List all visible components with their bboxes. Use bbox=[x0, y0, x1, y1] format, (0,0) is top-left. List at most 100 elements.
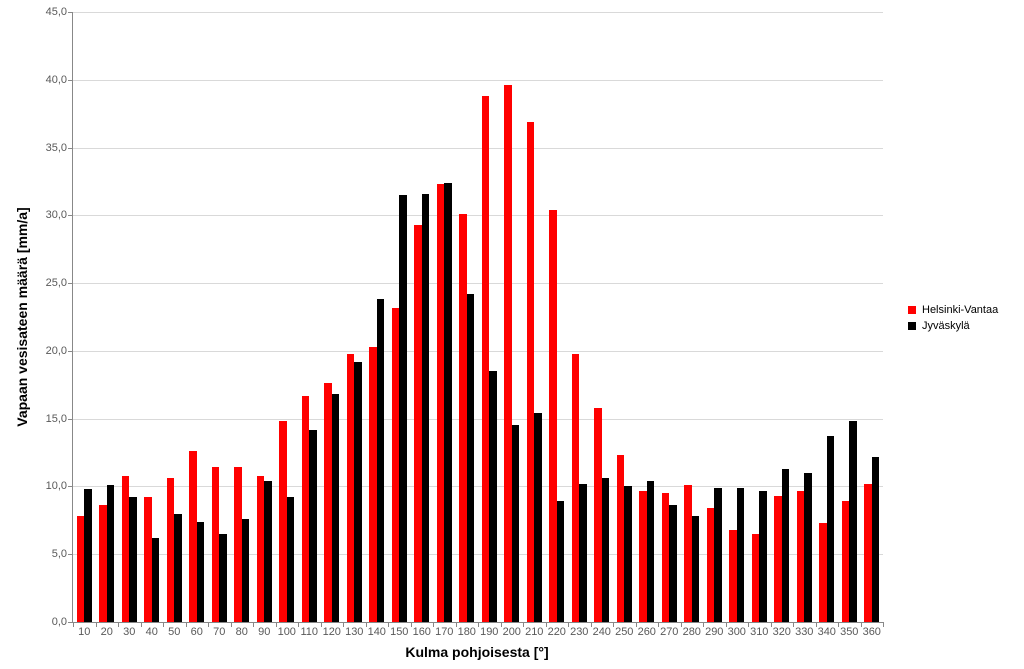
bar bbox=[279, 421, 287, 622]
x-tick-label: 50 bbox=[168, 622, 180, 638]
bar bbox=[797, 491, 805, 622]
x-tick-mark bbox=[568, 622, 569, 627]
x-tick-label: 340 bbox=[818, 622, 836, 638]
x-tick-mark bbox=[478, 622, 479, 627]
bar bbox=[77, 516, 85, 622]
x-tick-label: 150 bbox=[390, 622, 408, 638]
x-tick-label: 350 bbox=[840, 622, 858, 638]
bar bbox=[234, 467, 242, 622]
x-tick-mark bbox=[793, 622, 794, 627]
bar bbox=[527, 122, 535, 622]
x-tick-mark bbox=[726, 622, 727, 627]
x-tick-label: 310 bbox=[750, 622, 768, 638]
bar bbox=[107, 485, 115, 622]
x-tick-label: 280 bbox=[683, 622, 701, 638]
bar bbox=[624, 486, 632, 622]
bar bbox=[437, 184, 445, 622]
bar bbox=[467, 294, 475, 622]
x-tick-mark bbox=[883, 622, 884, 627]
gridline bbox=[73, 283, 883, 284]
bar bbox=[174, 514, 182, 622]
bar bbox=[122, 476, 130, 622]
x-tick-label: 300 bbox=[728, 622, 746, 638]
bar bbox=[324, 383, 332, 622]
x-tick-mark bbox=[208, 622, 209, 627]
bar bbox=[827, 436, 835, 622]
y-tick-label: 25,0 bbox=[46, 277, 73, 289]
x-tick-mark bbox=[73, 622, 74, 627]
bar bbox=[819, 523, 827, 622]
bar bbox=[504, 85, 512, 622]
x-tick-label: 10 bbox=[78, 622, 90, 638]
bar bbox=[549, 210, 557, 622]
x-tick-label: 160 bbox=[413, 622, 431, 638]
x-tick-mark bbox=[411, 622, 412, 627]
gridline bbox=[73, 148, 883, 149]
bar bbox=[347, 354, 355, 622]
x-tick-mark bbox=[838, 622, 839, 627]
x-tick-label: 30 bbox=[123, 622, 135, 638]
bar bbox=[842, 501, 850, 622]
gridline bbox=[73, 12, 883, 13]
bar bbox=[639, 491, 647, 622]
x-tick-mark bbox=[366, 622, 367, 627]
legend-item: Helsinki-Vantaa bbox=[908, 304, 998, 316]
bar bbox=[212, 467, 220, 622]
x-tick-mark bbox=[141, 622, 142, 627]
bar bbox=[759, 491, 767, 622]
bar bbox=[399, 195, 407, 622]
x-tick-mark bbox=[703, 622, 704, 627]
bar bbox=[242, 519, 250, 622]
legend-label: Helsinki-Vantaa bbox=[922, 304, 998, 316]
bar bbox=[129, 497, 137, 622]
gridline bbox=[73, 351, 883, 352]
bar bbox=[414, 225, 422, 622]
x-tick-mark bbox=[118, 622, 119, 627]
y-tick-label: 10,0 bbox=[46, 480, 73, 492]
x-tick-mark bbox=[321, 622, 322, 627]
x-tick-label: 230 bbox=[570, 622, 588, 638]
bar bbox=[512, 425, 520, 622]
x-tick-label: 110 bbox=[300, 622, 318, 638]
bar bbox=[594, 408, 602, 622]
bar bbox=[152, 538, 160, 622]
bar bbox=[572, 354, 580, 622]
bar bbox=[804, 473, 812, 622]
x-tick-mark bbox=[456, 622, 457, 627]
bar bbox=[617, 455, 625, 622]
x-tick-mark bbox=[613, 622, 614, 627]
gridline bbox=[73, 215, 883, 216]
legend-label: Jyväskylä bbox=[922, 320, 970, 332]
x-tick-mark bbox=[343, 622, 344, 627]
bar bbox=[422, 194, 430, 622]
x-tick-mark bbox=[501, 622, 502, 627]
x-tick-label: 180 bbox=[458, 622, 476, 638]
bar bbox=[602, 478, 610, 622]
bar bbox=[197, 522, 205, 622]
bar bbox=[302, 396, 310, 622]
x-tick-label: 120 bbox=[323, 622, 341, 638]
bar bbox=[377, 299, 385, 622]
bar bbox=[729, 530, 737, 622]
bar bbox=[684, 485, 692, 622]
bar bbox=[669, 505, 677, 622]
bar bbox=[872, 457, 880, 622]
x-tick-label: 190 bbox=[480, 622, 498, 638]
x-tick-label: 270 bbox=[660, 622, 678, 638]
x-tick-label: 320 bbox=[773, 622, 791, 638]
y-tick-label: 0,0 bbox=[52, 616, 73, 628]
x-tick-label: 140 bbox=[368, 622, 386, 638]
x-tick-label: 210 bbox=[525, 622, 543, 638]
y-tick-label: 15,0 bbox=[46, 413, 73, 425]
x-tick-mark bbox=[163, 622, 164, 627]
x-tick-mark bbox=[298, 622, 299, 627]
x-tick-label: 260 bbox=[638, 622, 656, 638]
x-tick-label: 200 bbox=[503, 622, 521, 638]
bar bbox=[557, 501, 565, 622]
legend-swatch bbox=[908, 322, 916, 330]
bar bbox=[99, 505, 107, 622]
x-axis-title: Kulma pohjoisesta [°] bbox=[405, 644, 548, 660]
bar bbox=[692, 516, 700, 622]
x-tick-mark bbox=[861, 622, 862, 627]
x-tick-mark bbox=[658, 622, 659, 627]
